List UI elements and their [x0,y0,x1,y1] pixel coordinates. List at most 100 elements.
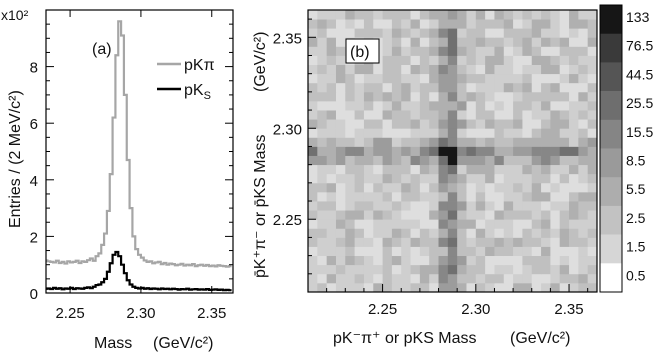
heatmap-cell [587,255,598,266]
heatmap-cell [429,237,439,247]
heatmap-cell [363,128,374,138]
panel-b-axes: 2.25 2.30 2.35 2.25 2.30 2.35 [273,18,589,318]
heatmap-cell [494,55,505,65]
heatmap-cell [354,73,365,84]
heatmap-cell [410,282,421,293]
heatmap-cell [569,119,579,129]
heatmap-cell [391,19,402,29]
heatmap-cell [531,255,542,266]
heatmap-cell [382,282,393,293]
heatmap-cell [503,64,514,75]
heatmap-cell [513,237,523,247]
heatmap-cell [326,219,337,229]
heatmap-cell [559,282,570,293]
heatmap-cell [457,146,467,156]
heatmap-cell [391,64,402,75]
heatmap-cell [475,82,486,93]
heatmap-cell [308,28,318,38]
heatmap-cell [494,91,505,102]
heatmap-cell [429,228,439,238]
heatmap-cell [382,91,393,102]
heatmap-cell [559,182,570,193]
color-scale-swatch [600,234,622,264]
heatmap-cell [541,137,551,147]
heatmap-cell [345,19,356,29]
heatmap-cell [587,228,598,238]
heatmap-cell [373,164,383,175]
heatmap-cell [457,264,467,275]
heatmap-cell [550,228,561,238]
heatmap-cell [438,155,449,166]
heatmap-cell [447,255,458,266]
heatmap-cell [559,173,570,184]
heatmap-cell [522,119,533,129]
heatmap-cell [373,100,383,111]
heatmap-cell [391,137,402,147]
heatmap-cell [457,137,467,147]
heatmap-cell [457,55,467,65]
heatmap-cell [513,100,523,111]
panel-a-axes: 2.25 2.30 2.35 0 2 4 6 8 [30,9,233,322]
heatmap-cell [410,55,421,65]
heatmap-cell [457,64,467,75]
heatmap-cell [391,10,402,20]
heatmap-cell [410,110,421,120]
heatmap-cell [382,28,393,38]
heatmap-cell [550,37,561,47]
heatmap-cell [466,182,477,193]
heatmap-cell [391,273,402,284]
heatmap-cell [354,28,365,38]
heatmap-cell [485,210,495,220]
heatmap-cell [587,110,598,120]
heatmap-cell [559,246,570,257]
heatmap-cell [354,255,365,266]
heatmap-cell [494,273,505,284]
heatmap-cell [457,110,467,120]
heatmap-cell [401,110,411,120]
heatmap-cell [513,246,523,257]
heatmap-cell [531,73,542,84]
heatmap-cell [438,146,449,156]
heatmap-cell [317,110,328,120]
heatmap-cell [485,37,495,47]
heatmap-cell [494,219,505,229]
heatmap-cell [550,164,561,175]
heatmap-cell [335,246,346,257]
heatmap-cell [382,155,393,166]
heatmap-cell [326,100,337,111]
heatmap-cell [578,82,589,93]
heatmap-cell [494,264,505,275]
heatmap-cell [308,264,318,275]
heatmap-cell [345,173,356,184]
heatmap-cell [308,273,318,284]
heatmap-cell [550,28,561,38]
heatmap-cell [326,173,337,184]
heatmap-cell [522,210,533,220]
heatmap-cell [401,73,411,84]
heatmap-cell [382,237,393,247]
heatmap-cell [401,82,411,93]
heatmap-cell [382,201,393,211]
heatmap-cell [513,210,523,220]
heatmap-cell [363,191,374,202]
heatmap-cell [447,64,458,75]
heatmap-cell [513,282,523,293]
heatmap-cell [382,110,393,120]
heatmap-cell [401,55,411,65]
heatmap-cell [466,110,477,120]
heatmap-cell [494,182,505,193]
heatmap-cell [466,219,477,229]
heatmap-cell [317,46,328,56]
heatmap-x-axis-label: pK⁻π⁺ or pKS Mass [333,330,477,347]
heatmap-cell [447,155,458,166]
heatmap-cell [382,37,393,47]
heatmap-cell [559,255,570,266]
heatmap-cell [503,237,514,247]
heatmap-cell [373,64,383,75]
heatmap-cell [363,82,374,93]
heatmap-cell [494,210,505,220]
heatmap-cell [382,137,393,147]
heatmap-cell [522,191,533,202]
heatmap-cell [391,155,402,166]
heatmap-cell [363,210,374,220]
